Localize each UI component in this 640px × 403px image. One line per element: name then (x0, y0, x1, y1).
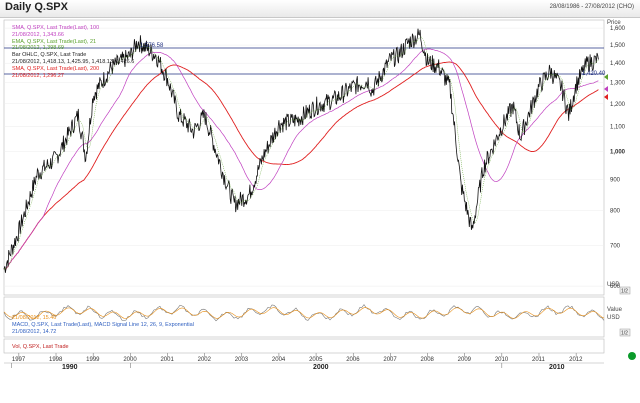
year-label: 2003 (235, 357, 249, 363)
date-range: 28/08/1986 - 27/08/2012 (CHO) (549, 4, 634, 10)
price-zoom-button[interactable] (619, 286, 631, 295)
status-indicator (628, 352, 636, 360)
macd-line[interactable] (3, 304, 605, 322)
macd-zoom-label: 1/2 (621, 331, 628, 337)
price-axis-label: Price (607, 20, 621, 26)
ema21-line[interactable] (3, 36, 599, 270)
decade-label: 2000 (313, 364, 329, 371)
year-label: 2000 (123, 357, 137, 363)
year-label: 2005 (309, 357, 323, 363)
year-label: 1997 (12, 357, 26, 363)
volume-panel-frame (3, 338, 605, 354)
price-tick-label: 1,600 (610, 26, 626, 32)
macd-lines (3, 304, 605, 322)
price-zoom-label: 1/2 (621, 289, 628, 295)
sma200-line[interactable] (3, 61, 599, 271)
price-tick-label: 1,500 (610, 43, 626, 49)
price-grid (4, 27, 604, 287)
sma100-marker (604, 86, 608, 92)
price-tick-label: 900 (610, 177, 621, 183)
year-label: 2008 (421, 357, 435, 363)
high-annotation: 1,576.58 (140, 43, 164, 49)
price-tick-label: 800 (610, 208, 621, 214)
year-label: 2004 (272, 357, 286, 363)
price-panel-frame (3, 19, 605, 296)
price-axis: 1,600 1,500 1,400 1,300 1,200 1,100 1,000 900 80… (610, 26, 626, 290)
macd-zoom-button[interactable] (619, 328, 631, 337)
macd-axis-label: Value (607, 307, 623, 313)
price-legend: SMA, Q.SPX, Last Trade(Last), 100 21/08/… (12, 25, 134, 79)
legend-macd-top-value: 21/08/2012, 15.46 (12, 315, 56, 321)
year-label: 2007 (383, 357, 397, 363)
ema21-marker (604, 74, 608, 80)
macd-legend: 21/08/2012, 15.46 MACD, Q.SPX, Last Trad… (12, 315, 194, 335)
year-label: 2002 (198, 357, 212, 363)
price-tick-label: 1,100 (610, 125, 626, 131)
price-tick-label: 700 (610, 244, 621, 250)
year-label: 1998 (49, 357, 63, 363)
legend-sma200-value: 21/08/2012, 1,296.27 (12, 73, 64, 79)
legend-sma200[interactable]: SMA, Q.SPX, Last Trade(Last), 200 (12, 66, 99, 72)
price-tick-label: 1,300 (610, 81, 626, 87)
year-label: 2010 (495, 357, 509, 363)
macd-axis-unit: USD (607, 315, 620, 321)
legend-macd[interactable]: MACD, Q.SPX, Last Trade(Last), MACD Sign… (12, 322, 194, 328)
legend-bar[interactable]: Bar OHLC, Q.SPX, Last Trade (12, 52, 86, 58)
sma100-line[interactable] (3, 48, 599, 270)
price-axis-unit: USD (607, 282, 620, 288)
price-tick-label: 1,000 (610, 150, 626, 156)
legend-sma100[interactable]: SMA, Q.SPX, Last Trade(Last), 100 (12, 25, 99, 31)
last-value-markers (604, 74, 608, 100)
year-label: 1999 (86, 357, 100, 363)
price-tick-label: 1,400 (610, 61, 626, 67)
legend-sma100-value: 21/08/2012, 1,343.66 (12, 32, 64, 38)
legend-ema21[interactable]: EMA, Q.SPX, Last Trade(Last), 21 (12, 39, 96, 45)
year-label: 2001 (160, 357, 174, 363)
price-tick-label: 600 (610, 284, 621, 290)
legend-bar-value: 21/08/2012, 1,418.13, 1,425.95, 1,418.13… (12, 59, 134, 65)
legend-volume[interactable]: Vol, Q.SPX, Last Trade (12, 344, 69, 350)
last-annotation: 1,420.40 (582, 71, 606, 77)
year-label: 2011 (532, 357, 546, 363)
year-label: 2009 (458, 357, 472, 363)
chart-title: Daily Q.SPX (5, 1, 68, 13)
legend-macd-value: 21/08/2012, 14.72 (12, 329, 56, 335)
decade-label: 1990 (62, 364, 78, 371)
sma200-marker (604, 94, 608, 100)
signal-line[interactable] (3, 307, 605, 319)
year-label: 2006 (346, 357, 360, 363)
title-bar: Daily Q.SPX 28/08/1986 - 27/08/2012 (CHO… (0, 0, 640, 18)
legend-ema21-value: 21/08/2012, 1,398.69 (12, 45, 64, 51)
price-tick-label: 1,200 (610, 102, 626, 108)
price-lines (3, 28, 599, 273)
year-label: 2012 (569, 357, 583, 363)
price-line[interactable] (3, 28, 599, 273)
time-axis: 1997 1998 1999 2000 2001 2002 2003 2004 2005 2006… (4, 353, 604, 371)
decade-label: 2010 (549, 364, 565, 371)
